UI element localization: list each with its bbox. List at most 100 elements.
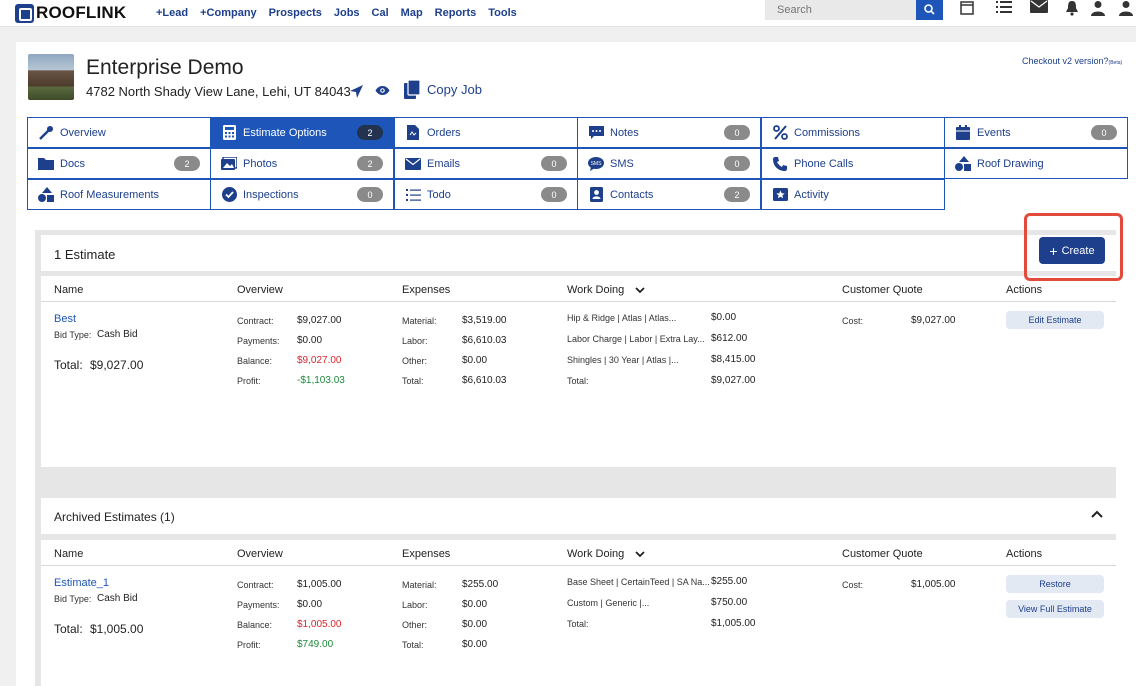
overview-label: Balance: [237, 620, 273, 630]
col-customer-quote: Customer Quote [842, 548, 923, 560]
calendar-icon[interactable] [960, 0, 974, 19]
overview-label: Profit: [237, 640, 261, 650]
highlight-box [1024, 213, 1123, 281]
tab-notes[interactable]: Notes 0 [577, 117, 761, 148]
restore-button[interactable]: Restore [1006, 575, 1104, 593]
image-icon [221, 156, 237, 172]
tab-estimate-options[interactable]: Estimate Options 2 [210, 117, 394, 148]
col-name: Name [54, 284, 84, 296]
expense-value: $0.00 [462, 639, 488, 650]
nav-map[interactable]: Map [400, 7, 423, 19]
job-title: Enterprise Demo [86, 56, 244, 79]
user-icon[interactable] [1118, 0, 1134, 19]
work-item-label: Total: [567, 619, 589, 629]
document-icon [405, 125, 421, 141]
nav-prospects[interactable]: Prospects [268, 7, 322, 19]
work-item-label: Hip & Ridge | Atlas | Atlas... [567, 313, 677, 323]
tab-count-badge: 0 [724, 125, 750, 140]
tab-contacts[interactable]: Contacts 2 [577, 179, 761, 210]
tab-roof-drawing[interactable]: Roof Drawing [944, 148, 1128, 179]
edit-estimate-button[interactable]: Edit Estimate [1006, 311, 1104, 329]
create-label: Create [1061, 244, 1095, 257]
brand-logo[interactable]: ROOFLINK [15, 3, 126, 23]
nav-links: +Lead +Company Prospects Jobs Cal Map Re… [156, 7, 529, 19]
job-tabs: Overview Estimate Options 2 Orders Notes 0… [27, 117, 1128, 210]
overview-value: $9,027.00 [297, 315, 342, 326]
bid-type-label: Bid Type: [54, 594, 92, 604]
tab-emails[interactable]: Emails 0 [394, 148, 578, 179]
create-estimate-button[interactable]: + Create [1039, 237, 1105, 264]
work-item-label: Shingles | 30 Year | Atlas |... [567, 355, 679, 365]
job-address: 4782 North Shady View Lane, Lehi, UT 840… [86, 84, 351, 99]
chevron-down-icon[interactable] [635, 285, 645, 297]
eye-icon[interactable] [375, 85, 390, 99]
tab-todo[interactable]: Todo 0 [394, 179, 578, 210]
tab-phone-calls[interactable]: Phone Calls [761, 148, 945, 179]
tab-roof-measurements[interactable]: Roof Measurements [27, 179, 211, 210]
expense-label: Total: [402, 376, 424, 386]
tab-count-badge: 0 [541, 187, 567, 202]
nav-tools[interactable]: Tools [488, 7, 517, 19]
quote-label: Cost: [842, 580, 864, 590]
expense-value: $3,519.00 [462, 315, 507, 326]
search-bar [765, 0, 943, 20]
location-arrow-icon[interactable] [349, 84, 364, 102]
contact-icon [588, 187, 604, 203]
view-full-estimate-button[interactable]: View Full Estimate [1006, 600, 1104, 618]
estimates-header: 1 Estimate [41, 235, 1116, 271]
work-item-value: $750.00 [711, 597, 748, 608]
search-icon [924, 4, 935, 15]
archived-header[interactable]: Archived Estimates (1) [41, 498, 1116, 534]
tab-label: Overview [60, 126, 106, 139]
overview-label: Payments: [237, 336, 280, 346]
copy-job-button[interactable]: Copy Job [404, 80, 482, 99]
list-icon[interactable] [996, 0, 1012, 17]
col-customer-quote: Customer Quote [842, 284, 923, 296]
search-input[interactable] [765, 0, 915, 20]
shapes-icon [955, 156, 971, 172]
overview-label: Contract: [237, 580, 274, 590]
tab-docs[interactable]: Docs 2 [27, 148, 211, 179]
bid-type-label: Bid Type: [54, 330, 92, 340]
phone-icon [772, 156, 788, 172]
tab-photos[interactable]: Photos 2 [210, 148, 394, 179]
col-overview: Overview [237, 284, 283, 296]
quote-value: $1,005.00 [911, 579, 956, 590]
archived-table: Name Overview Expenses Work Doing Custom… [41, 540, 1116, 686]
nav-reports[interactable]: Reports [434, 7, 477, 19]
nav-cal[interactable]: Cal [371, 7, 389, 19]
sms-icon: SMS [588, 156, 604, 172]
estimate-name-link[interactable]: Estimate_1 [54, 577, 110, 589]
tab-label: Activity [794, 188, 829, 201]
job-card: Enterprise Demo 4782 North Shady View La… [16, 42, 1136, 686]
nav-new-company[interactable]: +Company [200, 7, 257, 19]
chevron-down-icon[interactable] [635, 549, 645, 561]
estimate-name-link[interactable]: Best [54, 313, 77, 325]
envelope-icon [405, 156, 421, 172]
job-thumbnail[interactable] [28, 54, 74, 100]
bell-icon[interactable] [1065, 0, 1079, 19]
estimates-table: Name Overview Expenses Work Doing Custom… [41, 276, 1116, 467]
tab-count-badge: 0 [541, 156, 567, 171]
checkout-v2-link[interactable]: Checkout v2 version?(Beta) [1022, 56, 1122, 66]
tab-activity[interactable]: Activity [761, 179, 945, 210]
col-actions: Actions [1006, 548, 1043, 560]
tab-label: Docs [60, 157, 86, 170]
mail-icon[interactable] [1030, 0, 1048, 16]
col-name: Name [54, 548, 84, 560]
tab-commissions[interactable]: Commissions [761, 117, 945, 148]
tab-events[interactable]: Events 0 [944, 117, 1128, 148]
chevron-up-icon[interactable] [1090, 507, 1104, 524]
nav-jobs[interactable]: Jobs [333, 7, 360, 19]
tab-sms[interactable]: SMS SMS 0 [577, 148, 761, 179]
tab-overview[interactable]: Overview [27, 117, 211, 148]
total-value: $9,027.00 [90, 358, 144, 372]
shapes-icon [38, 187, 54, 203]
user-tie-icon[interactable] [1090, 0, 1106, 19]
tab-orders[interactable]: Orders [394, 117, 578, 148]
nav-new-lead[interactable]: +Lead [156, 7, 189, 19]
search-button[interactable] [916, 0, 943, 20]
tab-inspections[interactable]: Inspections 0 [210, 179, 394, 210]
bid-type-value: Cash Bid [97, 593, 138, 604]
tab-label: Events [977, 126, 1011, 139]
